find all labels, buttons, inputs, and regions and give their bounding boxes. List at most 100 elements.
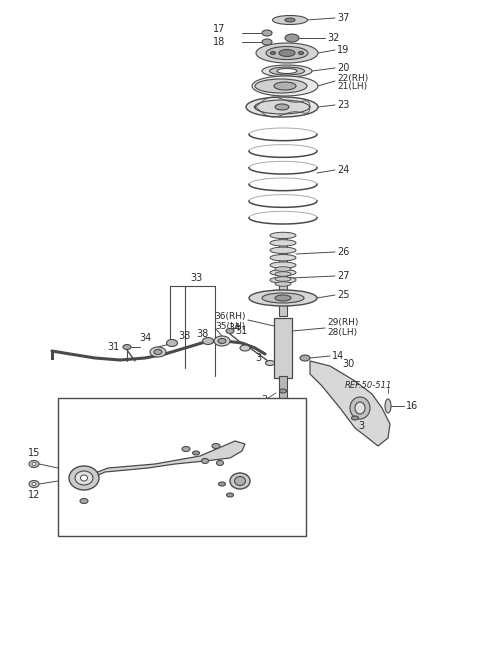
Ellipse shape — [262, 65, 312, 77]
Polygon shape — [310, 361, 390, 446]
Ellipse shape — [385, 399, 391, 413]
Ellipse shape — [277, 68, 297, 73]
Ellipse shape — [218, 482, 226, 486]
Text: 31: 31 — [108, 342, 120, 352]
Ellipse shape — [274, 82, 296, 90]
Text: 4: 4 — [228, 451, 234, 461]
Text: 3: 3 — [261, 395, 267, 405]
Ellipse shape — [29, 480, 39, 487]
Text: 11: 11 — [238, 403, 250, 413]
Text: 26: 26 — [337, 247, 349, 257]
Ellipse shape — [270, 255, 296, 261]
Text: 38: 38 — [178, 331, 190, 341]
Ellipse shape — [266, 47, 308, 60]
Bar — [279, 236, 287, 316]
Text: 21(LH): 21(LH) — [337, 83, 367, 91]
Ellipse shape — [262, 39, 272, 45]
Ellipse shape — [270, 247, 296, 253]
Text: 18: 18 — [213, 37, 225, 47]
Ellipse shape — [246, 97, 318, 117]
Ellipse shape — [269, 67, 304, 75]
Text: 3: 3 — [358, 421, 364, 431]
Ellipse shape — [29, 461, 39, 468]
Ellipse shape — [285, 34, 299, 42]
Text: 3: 3 — [216, 497, 222, 507]
Text: 29(RH): 29(RH) — [327, 319, 359, 327]
Text: 30: 30 — [342, 359, 354, 369]
Ellipse shape — [285, 18, 295, 22]
Ellipse shape — [355, 402, 365, 414]
Ellipse shape — [275, 104, 289, 110]
Ellipse shape — [227, 493, 233, 497]
Text: 10: 10 — [60, 504, 72, 514]
Text: 15: 15 — [28, 448, 40, 458]
Text: 17: 17 — [213, 24, 225, 34]
Ellipse shape — [299, 52, 303, 54]
Ellipse shape — [218, 338, 226, 344]
Text: 14: 14 — [332, 351, 344, 361]
Ellipse shape — [273, 16, 308, 24]
Ellipse shape — [270, 277, 296, 283]
Text: 32: 32 — [327, 33, 339, 43]
Ellipse shape — [255, 79, 307, 93]
Ellipse shape — [275, 295, 291, 301]
Ellipse shape — [270, 239, 296, 246]
Ellipse shape — [270, 270, 296, 276]
Text: 1(LH): 1(LH) — [180, 413, 204, 422]
Ellipse shape — [150, 347, 166, 357]
Ellipse shape — [275, 267, 291, 271]
Text: 13: 13 — [252, 403, 264, 413]
Text: 28(LH): 28(LH) — [327, 329, 357, 337]
Ellipse shape — [32, 462, 36, 466]
Ellipse shape — [226, 329, 234, 333]
Text: 34: 34 — [139, 333, 151, 343]
Ellipse shape — [271, 52, 276, 54]
Text: 6: 6 — [193, 439, 199, 449]
Ellipse shape — [230, 411, 238, 417]
Ellipse shape — [275, 281, 291, 286]
Polygon shape — [82, 441, 245, 481]
Text: 16: 16 — [406, 401, 418, 411]
Text: 20: 20 — [337, 63, 349, 73]
Text: 35(LH): 35(LH) — [216, 321, 246, 331]
Ellipse shape — [262, 30, 272, 36]
Text: 8: 8 — [200, 447, 206, 457]
Ellipse shape — [351, 416, 359, 420]
Text: 24: 24 — [337, 165, 349, 175]
Bar — [274, 318, 292, 378]
Ellipse shape — [300, 355, 310, 361]
Text: 33: 33 — [190, 273, 202, 283]
Text: 36(RH): 36(RH) — [215, 312, 246, 321]
Ellipse shape — [81, 475, 87, 481]
Ellipse shape — [240, 345, 250, 351]
Ellipse shape — [167, 340, 178, 346]
Text: 25: 25 — [337, 290, 349, 300]
Ellipse shape — [123, 344, 131, 350]
Ellipse shape — [279, 49, 295, 56]
Text: 7: 7 — [220, 433, 226, 443]
Text: 5: 5 — [239, 488, 245, 498]
Ellipse shape — [270, 262, 296, 268]
Text: 34: 34 — [228, 323, 240, 333]
Ellipse shape — [182, 447, 190, 451]
Text: 19: 19 — [337, 45, 349, 55]
Ellipse shape — [270, 232, 296, 239]
Ellipse shape — [252, 76, 318, 96]
Ellipse shape — [32, 483, 36, 485]
Ellipse shape — [275, 277, 291, 281]
Ellipse shape — [192, 451, 200, 455]
Ellipse shape — [69, 466, 99, 490]
Text: 7: 7 — [180, 435, 186, 445]
Ellipse shape — [154, 350, 162, 354]
Text: 12: 12 — [28, 490, 40, 500]
Ellipse shape — [216, 461, 224, 466]
Text: 22(RH): 22(RH) — [337, 73, 368, 83]
Ellipse shape — [80, 499, 88, 504]
Ellipse shape — [230, 473, 250, 489]
Text: 27: 27 — [337, 271, 349, 281]
Ellipse shape — [275, 272, 291, 276]
Ellipse shape — [279, 389, 287, 393]
Ellipse shape — [202, 459, 208, 464]
Ellipse shape — [350, 397, 370, 419]
Text: 3: 3 — [209, 486, 215, 496]
